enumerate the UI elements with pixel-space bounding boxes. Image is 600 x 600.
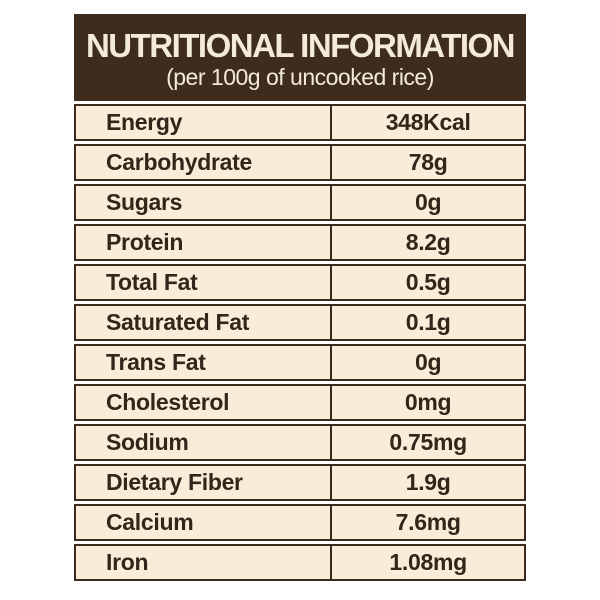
label-header: NUTRITIONAL INFORMATION (per 100g of unc…	[74, 14, 526, 101]
nutrient-name: Saturated Fat	[76, 306, 333, 339]
nutrition-table: Energy 348Kcal Carbohydrate 78g Sugars 0…	[74, 104, 526, 581]
nutrition-label: NUTRITIONAL INFORMATION (per 100g of unc…	[74, 14, 526, 581]
nutrient-name: Trans Fat	[76, 346, 333, 379]
table-row: Calcium 7.6mg	[74, 504, 526, 541]
nutrient-amount: 0.5g	[405, 269, 451, 295]
nutrient-name: Dietary Fiber	[76, 466, 333, 499]
nutrient-amount: 0mg	[404, 389, 452, 415]
nutrient-name: Total Fat	[76, 266, 333, 299]
label-subtitle: (per 100g of uncooked rice)	[166, 63, 434, 90]
table-row: Energy 348Kcal	[74, 104, 526, 141]
table-row: Protein 8.2g	[74, 224, 526, 261]
table-row: Saturated Fat 0.1g	[74, 304, 526, 341]
table-row: Sugars 0g	[74, 184, 526, 221]
nutrient-name: Calcium	[76, 506, 333, 539]
nutrient-name: Carbohydrate	[76, 146, 333, 179]
table-row: Dietary Fiber 1.9g	[74, 464, 526, 501]
nutrient-amount: 78g	[408, 149, 448, 175]
table-row: Carbohydrate 78g	[74, 144, 526, 181]
nutrient-name: Cholesterol	[76, 386, 333, 419]
label-title: NUTRITIONAL INFORMATION	[85, 26, 516, 64]
table-row: Sodium 0.75mg	[74, 424, 526, 461]
table-row: Trans Fat 0g	[74, 344, 526, 381]
nutrient-name: Sugars	[76, 186, 333, 219]
nutrient-amount: 0g	[414, 349, 442, 375]
table-row: Cholesterol 0mg	[74, 384, 526, 421]
table-row: Total Fat 0.5g	[74, 264, 526, 301]
nutrient-amount: 8.2g	[405, 229, 451, 255]
nutrient-amount: 348Kcal	[385, 109, 471, 135]
nutrient-amount: 1.9g	[405, 469, 451, 495]
table-row: Iron 1.08mg	[74, 544, 526, 581]
nutrient-name: Protein	[76, 226, 333, 259]
nutrient-amount: 0.75mg	[389, 429, 467, 455]
nutrient-amount: 7.6mg	[395, 509, 461, 535]
nutrient-name: Sodium	[76, 426, 333, 459]
nutrient-amount: 1.08mg	[389, 549, 467, 575]
nutrient-amount: 0.1g	[405, 309, 451, 335]
nutrient-name: Iron	[76, 546, 333, 579]
nutrient-amount: 0g	[414, 189, 442, 215]
nutrient-name: Energy	[76, 106, 333, 139]
